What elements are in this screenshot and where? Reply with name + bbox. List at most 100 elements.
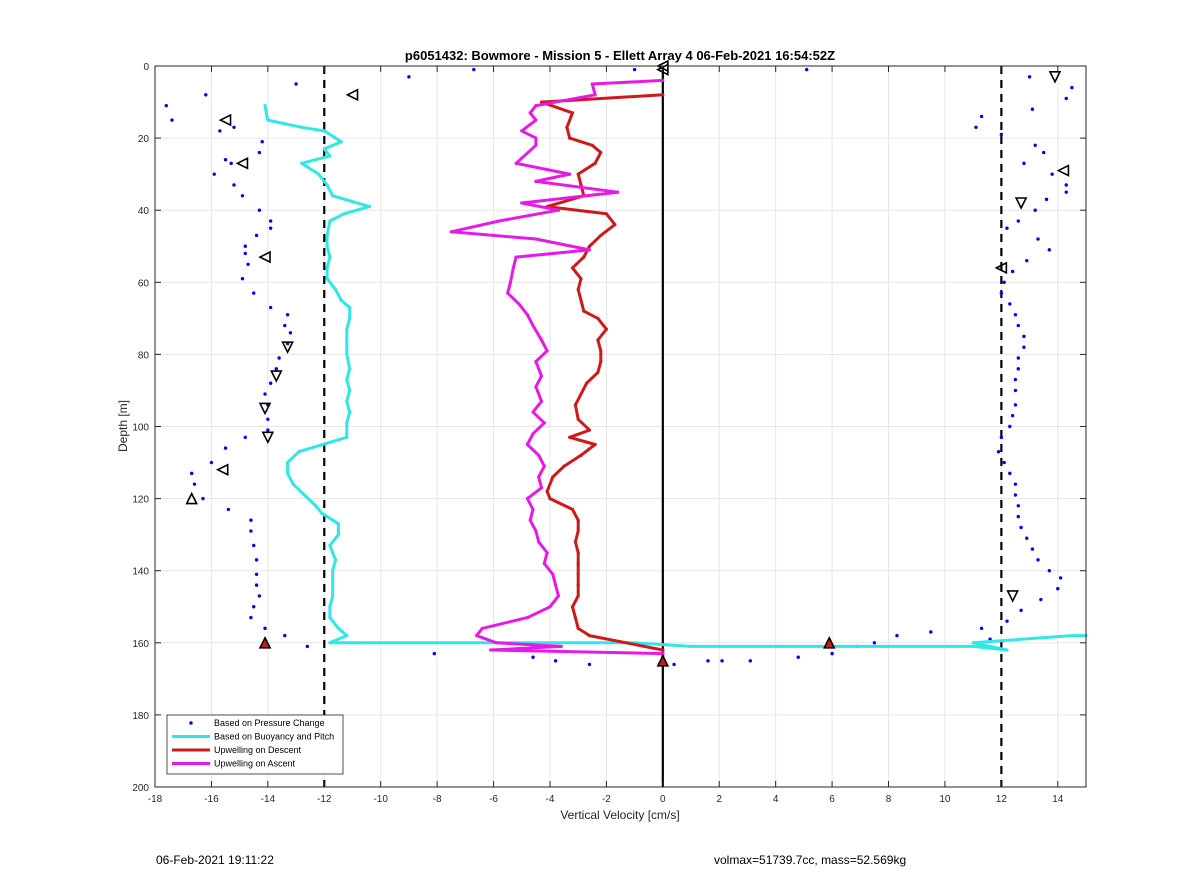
x-tick-label: -16 <box>204 794 219 805</box>
legend-swatch-dot <box>189 721 193 725</box>
y-tick-label: 80 <box>138 350 150 361</box>
pressure-change-point <box>263 626 267 631</box>
pressure-change-point <box>1044 197 1049 202</box>
pressure-change-point <box>1022 334 1026 339</box>
pressure-change-point <box>796 655 800 659</box>
series-line-upwelling-on-ascent-vertex <box>539 374 544 378</box>
y-tick-label: 140 <box>132 567 149 578</box>
series-line-upwelling-on-descent-vertex <box>568 435 572 439</box>
pressure-change-point <box>268 219 273 223</box>
series-line-upwelling-on-ascent-vertex <box>534 143 538 147</box>
pressure-change-point <box>1008 471 1012 476</box>
series-line-upwelling-on-ascent-vertex <box>551 572 555 576</box>
pressure-change-point <box>1019 525 1023 530</box>
triangle-marker-down <box>1006 590 1019 603</box>
series-line-upwelling-on-ascent-vertex <box>517 302 521 306</box>
y-tick-label: 180 <box>132 711 149 722</box>
series-line-based-on-buoyancy-and-pitch-vertex <box>717 644 721 649</box>
pressure-change-point <box>1016 367 1020 371</box>
series-line-based-on-buoyancy-and-pitch-vertex <box>328 615 332 620</box>
y-axis-label: Depth [m] <box>116 400 130 452</box>
series-line-based-on-buoyancy-and-pitch-vertex <box>317 172 321 176</box>
series-line-upwelling-on-descent-vertex <box>613 223 617 227</box>
x-tick-label: -10 <box>373 794 388 805</box>
series-line-upwelling-on-ascent-vertex <box>545 349 549 353</box>
pressure-change-point <box>1025 258 1029 263</box>
pressure-change-point <box>240 276 245 281</box>
pressure-change-point <box>277 356 281 360</box>
pressure-change-point <box>1064 183 1068 187</box>
series-line-based-on-buoyancy-and-pitch-vertex <box>1005 648 1009 652</box>
legend-label: Upwelling on Ascent <box>214 759 296 769</box>
series-line-upwelling-on-ascent-vertex <box>497 219 501 223</box>
series-line-upwelling-on-descent-vertex <box>582 255 586 259</box>
pressure-change-point <box>531 655 535 659</box>
pressure-change-point <box>1016 219 1020 223</box>
series-line-upwelling-on-descent-vertex <box>596 316 600 320</box>
series-line-based-on-buoyancy-and-pitch-vertex <box>348 316 352 320</box>
pressure-change-point <box>1025 536 1029 540</box>
series-line-upwelling-on-ascent-vertex <box>531 432 535 436</box>
pressure-change-point <box>830 651 834 656</box>
pressure-change-point <box>257 594 262 598</box>
pressure-change-point <box>189 471 194 476</box>
pressure-change-point <box>283 633 287 638</box>
series-line-upwelling-on-ascent-vertex <box>539 399 544 403</box>
pressure-change-point <box>1050 172 1054 176</box>
series-line-upwelling-on-descent-vertex <box>590 143 594 147</box>
pressure-change-point <box>288 331 293 335</box>
series-line-based-on-buoyancy-and-pitch-vertex <box>348 305 352 310</box>
series-line-upwelling-on-ascent-vertex <box>539 486 544 490</box>
series-line-based-on-buoyancy-and-pitch-vertex <box>331 594 335 598</box>
series-line-upwelling-on-descent-vertex <box>579 298 583 302</box>
pressure-change-point <box>201 496 205 501</box>
series-line-upwelling-on-descent-vertex <box>570 605 575 609</box>
series-line-upwelling-on-ascent-vertex <box>548 605 552 609</box>
series-line-based-on-buoyancy-and-pitch-vertex <box>339 140 343 144</box>
series-line-based-on-buoyancy-and-pitch-vertex <box>345 633 349 638</box>
x-tick-label: -14 <box>261 794 276 805</box>
pressure-change-point <box>1041 150 1046 155</box>
series-line-upwelling-on-ascent-vertex <box>537 475 541 479</box>
series-line-upwelling-on-ascent-vertex <box>449 230 453 234</box>
pressure-change-point <box>1016 323 1020 328</box>
series-line-upwelling-on-descent-vertex <box>576 172 580 176</box>
series-line-upwelling-on-ascent-vertex <box>508 280 513 284</box>
series-line-upwelling-on-ascent-vertex <box>559 644 563 649</box>
pressure-change-point <box>268 305 273 310</box>
triangle-marker-left <box>345 88 359 102</box>
series-line-based-on-buoyancy-and-pitch-vertex <box>971 641 975 645</box>
triangle-marker-left <box>994 261 1008 275</box>
pressure-change-point <box>587 662 592 667</box>
series-line-upwelling-on-descent-vertex <box>599 349 603 353</box>
pressure-change-point <box>254 233 259 238</box>
pressure-change-point <box>979 626 984 631</box>
series-line-upwelling-on-descent-vertex <box>585 381 589 385</box>
series-line-based-on-buoyancy-and-pitch-vertex <box>319 511 324 515</box>
series-line-upwelling-on-descent-vertex <box>568 136 572 140</box>
triangle-marker-left <box>235 157 249 170</box>
series-line-upwelling-on-ascent-vertex <box>534 529 538 533</box>
x-tick-label: 14 <box>1052 794 1064 805</box>
series-line-based-on-buoyancy-and-pitch-vertex <box>314 504 318 508</box>
pressure-change-point <box>929 630 933 634</box>
series-line-upwelling-on-descent-vertex <box>596 370 600 375</box>
series-line-based-on-buoyancy-and-pitch-vertex <box>328 219 332 223</box>
pressure-change-point <box>872 641 877 645</box>
series-line-based-on-buoyancy-and-pitch-vertex <box>333 287 338 292</box>
pressure-change-point <box>720 659 724 663</box>
pressure-change-point <box>1030 107 1035 111</box>
series-line-based-on-buoyancy-and-pitch-vertex <box>328 154 332 158</box>
pressure-change-point <box>254 558 259 562</box>
series-line-upwelling-on-descent-vertex <box>593 161 597 165</box>
y-tick-label: 120 <box>132 495 149 506</box>
series-line-upwelling-on-descent-vertex <box>539 100 544 104</box>
series-line-upwelling-on-descent-vertex <box>579 277 583 281</box>
pressure-change-point <box>999 291 1004 295</box>
series-line-based-on-buoyancy-and-pitch-vertex <box>328 605 332 609</box>
pressure-change-point <box>1016 504 1020 508</box>
triangle-marker-left <box>1056 164 1070 177</box>
pressure-change-point <box>254 583 259 587</box>
pressure-change-point <box>285 313 290 317</box>
series-line-upwelling-on-ascent-vertex <box>514 161 518 165</box>
